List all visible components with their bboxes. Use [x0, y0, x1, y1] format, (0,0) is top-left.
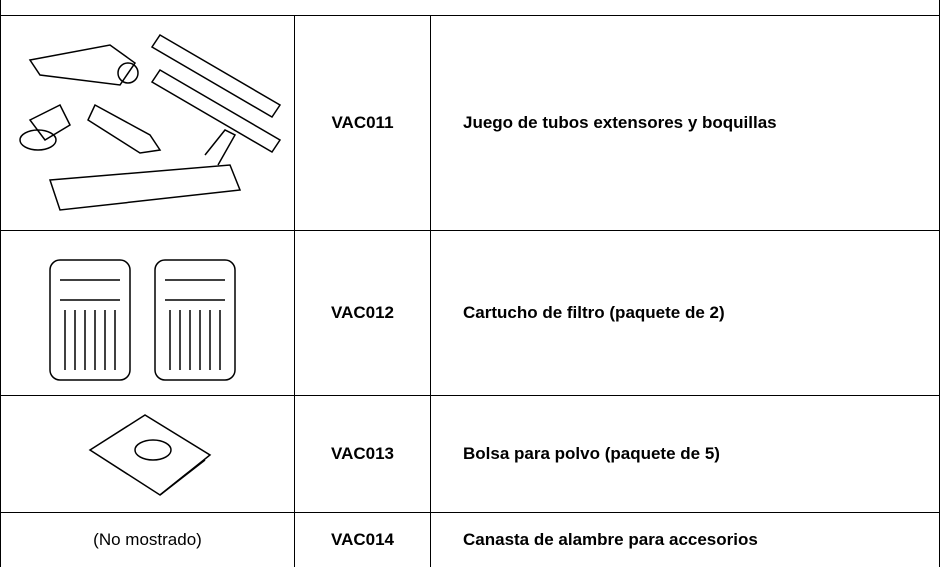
- code: VAC011: [331, 113, 394, 132]
- description: Canasta de alambre para accesorios: [463, 530, 758, 549]
- rule: [0, 15, 940, 16]
- description: Bolsa para polvo (paquete de 5): [463, 444, 720, 463]
- code: VAC013: [331, 444, 394, 463]
- rule: [0, 0, 1, 567]
- bag-illustration: [88, 414, 212, 496]
- rule: [0, 512, 940, 513]
- code: VAC012: [331, 303, 394, 322]
- code: VAC014: [331, 530, 394, 549]
- filter-illustration: [49, 259, 236, 381]
- description: Cartucho de filtro (paquete de 2): [463, 303, 725, 322]
- tools-illustration: [19, 33, 282, 211]
- rule: [0, 230, 940, 231]
- rule: [294, 15, 295, 567]
- image-note: (No mostrado): [93, 530, 202, 549]
- description: Juego de tubos extensores y boquillas: [463, 113, 777, 132]
- rule: [430, 15, 431, 567]
- rule: [0, 395, 940, 396]
